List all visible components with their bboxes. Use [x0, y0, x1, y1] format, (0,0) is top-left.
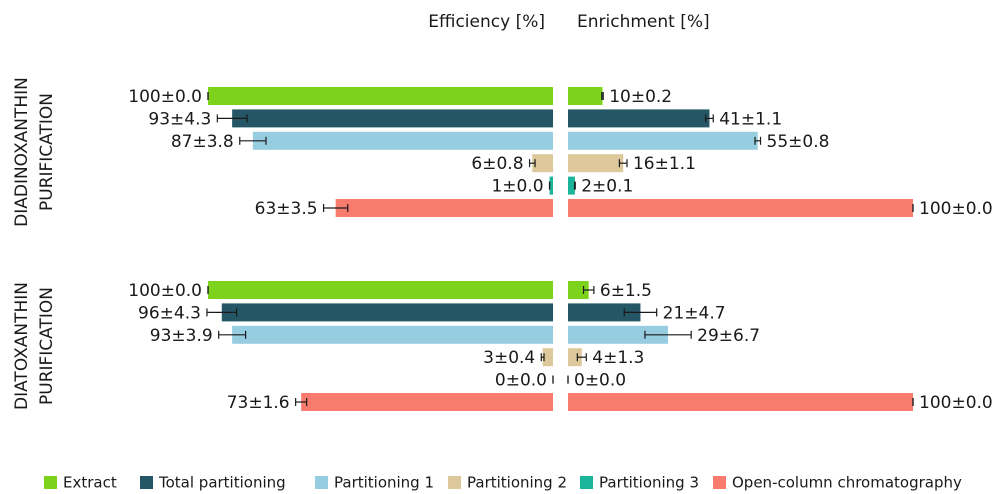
efficiency-bar: [549, 176, 553, 195]
efficiency-label: 0±0.0: [495, 371, 547, 391]
enrichment-label: 10±0.2: [609, 87, 672, 107]
legend-label: Partitioning 1: [334, 474, 434, 492]
error-bar: [623, 308, 658, 317]
efficiency-label: 93±4.3: [148, 109, 211, 129]
enrichment-bar: [568, 154, 624, 173]
enrichment-label: 29±6.7: [697, 326, 760, 346]
error-bar: [216, 114, 248, 123]
enrichment-bar: [568, 281, 589, 299]
enrichment-bar: [568, 176, 575, 195]
efficiency-label: 100±0.0: [128, 281, 202, 301]
error-bar: [576, 353, 587, 362]
error-bar: [218, 330, 247, 339]
efficiency-bar: [252, 131, 553, 150]
efficiency-bar: [232, 109, 553, 128]
error-bar: [644, 330, 692, 339]
efficiency-bar: [335, 199, 553, 217]
enrichment-label: 4±1.3: [592, 348, 644, 368]
enrichment-bar: [568, 303, 641, 322]
legend-label: Partitioning 2: [467, 474, 567, 492]
efficiency-label: 3±0.4: [483, 348, 535, 368]
efficiency-bar: [208, 87, 553, 105]
group-label: DIATOXANTHIN: [12, 282, 32, 410]
enrichment-bar: [568, 131, 758, 150]
enrichment-bar: [568, 393, 913, 411]
legend-swatch: [713, 476, 726, 489]
legend-label: Partitioning 3: [599, 474, 699, 492]
enrichment-bar: [568, 325, 669, 344]
group-label: DIADINOXANTHIN: [12, 77, 32, 227]
error-bar: [573, 181, 576, 190]
efficiency-label: 100±0.0: [128, 87, 202, 107]
enrichment-bar: [568, 199, 913, 217]
legend-swatch: [44, 476, 57, 489]
legend-swatch: [140, 476, 153, 489]
enrichment-bar: [568, 87, 603, 105]
error-bar: [239, 136, 267, 145]
enrichment-label: 100±0.0: [919, 393, 992, 413]
error-bar: [601, 92, 604, 100]
enrichment-label: 0±0.0: [574, 371, 626, 391]
enrichment-label: 2±0.1: [581, 177, 633, 197]
enrichment-label: 6±1.5: [600, 281, 652, 301]
error-bar: [582, 286, 595, 294]
error-bar: [295, 398, 308, 406]
enrichment-label: 55±0.8: [767, 132, 830, 152]
efficiency-label: 1±0.0: [491, 177, 543, 197]
efficiency-bar: [301, 393, 553, 411]
enrichment-label: 41±1.1: [719, 109, 782, 129]
enrichment-label: 21±4.7: [663, 303, 726, 323]
error-bar: [705, 114, 714, 123]
efficiency-label: 93±3.9: [150, 326, 213, 346]
error-bar: [618, 159, 628, 168]
enrichment-label: 16±1.1: [633, 154, 696, 174]
efficiency-bar: [232, 325, 553, 344]
efficiency-bar: [542, 348, 553, 367]
legend-label: Open-column chromatography: [732, 474, 962, 492]
error-bar: [754, 136, 762, 145]
enrichment-bar: [568, 348, 582, 367]
error-bar: [206, 308, 238, 317]
header-efficiency: Efficiency [%]: [428, 12, 545, 32]
efficiency-label: 73±1.6: [227, 393, 290, 413]
efficiency-label: 96±4.3: [138, 303, 201, 323]
legend-swatch: [580, 476, 593, 489]
header-enrichment: Enrichment [%]: [577, 12, 710, 32]
legend-swatch: [315, 476, 328, 489]
efficiency-bar: [532, 154, 553, 173]
enrichment-bar: [568, 109, 710, 128]
efficiency-label: 6±0.8: [471, 154, 523, 174]
legend-label: Extract: [63, 474, 117, 492]
legend-label: Total partitioning: [158, 474, 286, 492]
error-bar: [540, 353, 545, 362]
group-label: PURIFICATION: [37, 287, 57, 405]
efficiency-bar: [208, 281, 553, 299]
group-label: PURIFICATION: [37, 93, 57, 211]
efficiency-bar: [221, 303, 554, 322]
legend-swatch: [448, 476, 461, 489]
enrichment-label: 100±0.0: [919, 199, 992, 219]
error-bar: [528, 159, 536, 168]
efficiency-label: 87±3.8: [171, 132, 234, 152]
efficiency-label: 63±3.5: [255, 199, 318, 219]
error-bar: [322, 204, 349, 212]
